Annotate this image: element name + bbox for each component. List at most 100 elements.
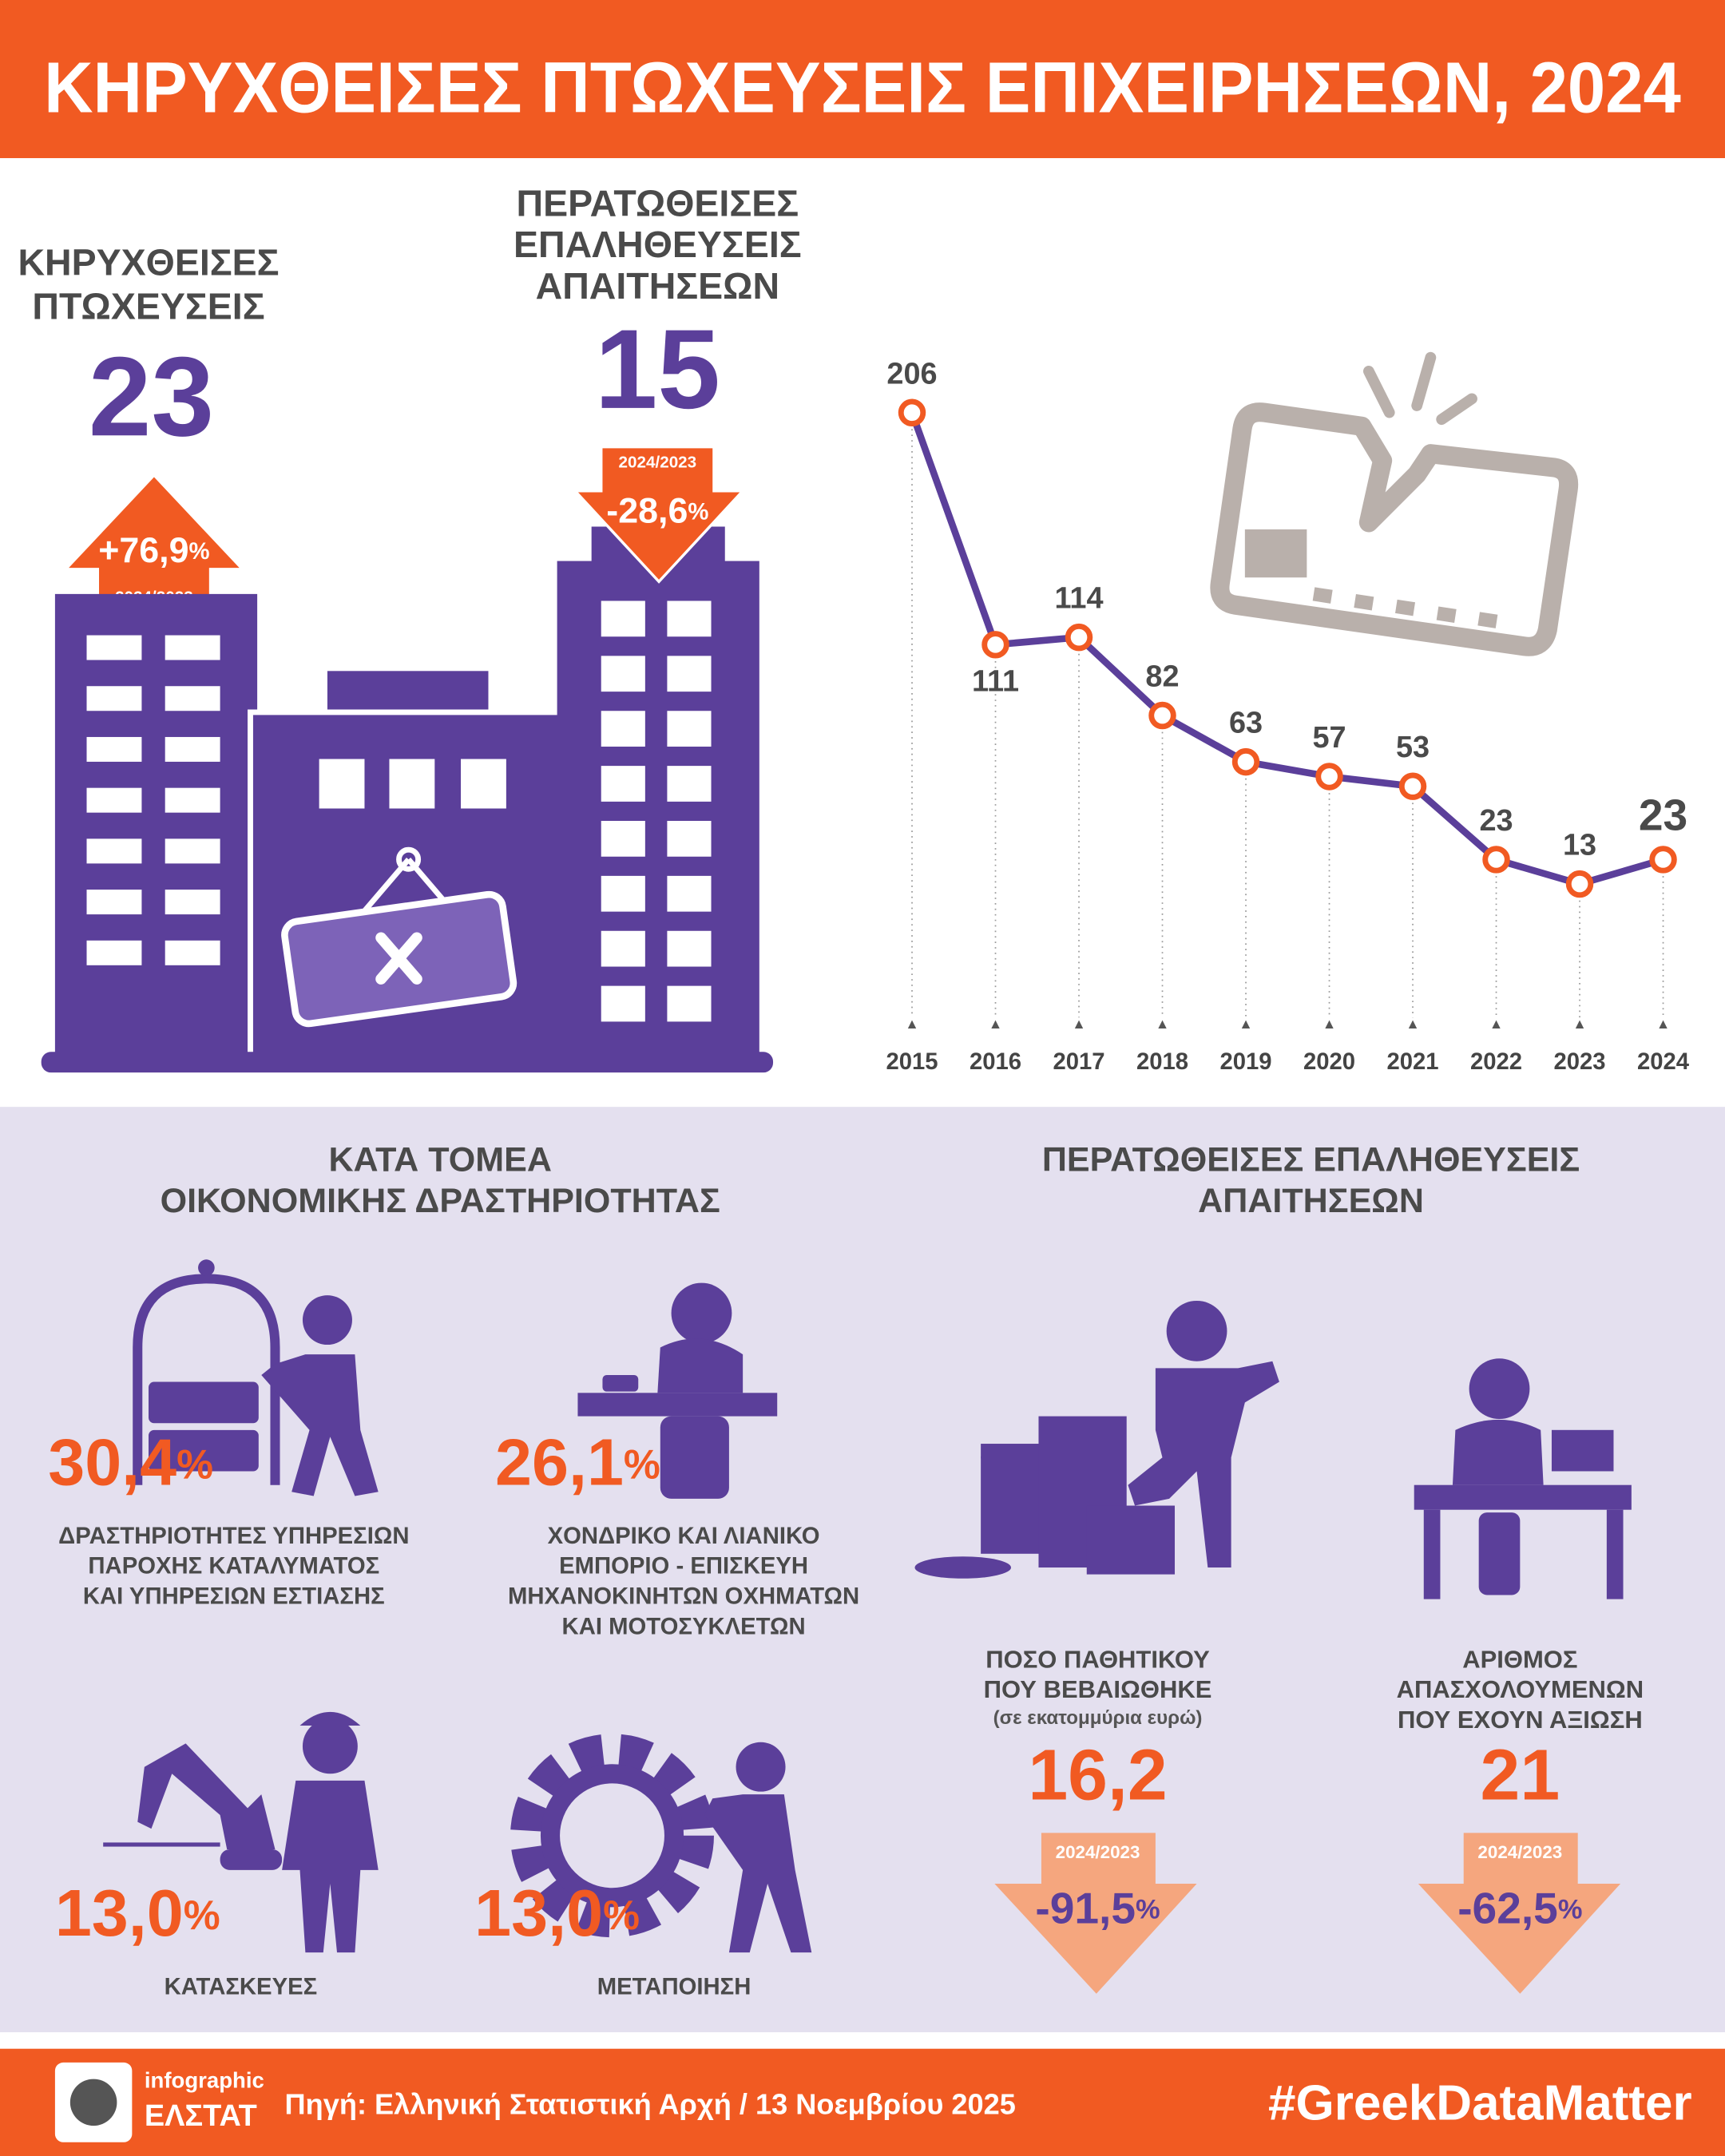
change-unit: %: [1558, 1895, 1583, 1925]
suitcase: [149, 1429, 259, 1472]
data-label: 13: [1563, 829, 1596, 862]
claim-employees: ΑΡΙΘΜΟΣ ΑΠΑΣΧΟΛΟΥΜΕΝΩΝ ΠΟΥ ΕΧΟΥΝ ΑΞΙΩΣΗ …: [1397, 1645, 1644, 1994]
series-line: [908, 411, 1664, 888]
window: [667, 766, 712, 802]
data-label: 23: [1479, 804, 1513, 838]
claim-label: ΑΡΙΘΜΟΣ: [1462, 1645, 1577, 1673]
sector-1: 30,4% ΔΡΑΣΤΗΡΙΟΤΗΤΕΣ ΥΠΗΡΕΣΙΩΝ ΠΑΡΟΧΗΣ Κ…: [48, 1425, 409, 1609]
kpi-label: ΚΗΡΥΧΘΕΙΣΕΣ: [18, 242, 279, 283]
line-chart: 2015 2016 2017 2018 2019 2020 2021 2022 2023 2024…: [886, 357, 1689, 1075]
sector-share: 13,0%: [55, 1876, 220, 1950]
window: [86, 787, 142, 813]
person-body: [1128, 1361, 1279, 1568]
window: [165, 787, 220, 813]
sector-label: ΚΑΤΑΣΚΕΥΕΣ: [165, 1975, 318, 2000]
kpi-change: +76,9%: [98, 530, 209, 570]
window: [165, 940, 220, 965]
point: [1649, 846, 1677, 874]
window: [601, 656, 645, 692]
window: [461, 759, 506, 809]
person-head: [1166, 1300, 1227, 1361]
person-head: [1469, 1358, 1530, 1420]
claim-liabilities: ΠΟΣΟ ΠΑΘΗΤΙΚΟΥ ΠΟΥ ΒΕΒΑΙΩΘΗΚΕ (σε εκατομ…: [984, 1645, 1211, 1994]
tick-triangle: [991, 1020, 1000, 1029]
change-unit: %: [688, 499, 708, 525]
share-value: 13,0: [55, 1876, 184, 1950]
excavator: [137, 1743, 276, 1850]
claims-icons: [914, 1300, 1632, 1599]
share-value: 26,1: [495, 1425, 624, 1499]
desk-leg: [1606, 1509, 1624, 1599]
data-label: 82: [1145, 660, 1179, 694]
kpi-verifications: ΠΕΡΑΤΩΘΕΙΣΕΣ ΕΠΑΛΗΘΕΥΣΕΙΣ ΑΠΑΙΤΗΣΕΩΝ 15: [514, 183, 802, 432]
kpi-value: 15: [595, 306, 720, 432]
window: [86, 635, 142, 660]
x-tick-label: 2023: [1553, 1049, 1605, 1075]
down-arrow: [572, 445, 747, 584]
sector-label: ΔΡΑΣΤΗΡΙΟΤΗΤΕΣ ΥΠΗΡΕΣΙΩΝ: [58, 1524, 409, 1549]
kpi-label: ΠΕΡΑΤΩΘΕΙΣΕΣ: [517, 183, 799, 224]
person-head: [671, 1282, 732, 1344]
down-arrow: [1418, 1833, 1621, 1994]
brand: ΕΛΣΤΑΤ: [145, 2099, 257, 2133]
section-title: ΚΑΤΑ ΤΟΜΕΑ: [328, 1140, 551, 1179]
share-value: 30,4: [48, 1425, 176, 1499]
window: [86, 736, 142, 762]
building: [557, 561, 759, 1059]
point: [1315, 763, 1343, 791]
person-body: [657, 1338, 744, 1393]
trolley-top: [198, 1259, 215, 1276]
x-tick-label: 2017: [1053, 1049, 1104, 1075]
sector-label: ΕΜΠΟΡΙΟ - ΕΠΙΣΚΕΥΗ: [559, 1554, 808, 1579]
tick-triangle: [1325, 1020, 1334, 1029]
chair: [660, 1416, 729, 1499]
ground-line: [103, 1842, 220, 1847]
window: [667, 711, 712, 747]
claim-period: 2024/2023: [1477, 1842, 1562, 1862]
hotel-trolley: [133, 1274, 280, 1485]
data-label: 57: [1312, 721, 1346, 755]
change-value: +76,9: [98, 530, 188, 570]
section-title: ΠΕΡΑΤΩΘΕΙΣΕΣ ΕΠΑΛΗΘΕΥΣΕΙΣ: [1042, 1140, 1580, 1179]
window: [86, 890, 142, 915]
person-head: [736, 1742, 786, 1792]
claim-value: 16,2: [1028, 1735, 1167, 1815]
building: [54, 593, 258, 1059]
share-unit: %: [184, 1892, 220, 1938]
window: [165, 686, 220, 711]
up-arrow: [69, 477, 240, 615]
sign-x: [375, 932, 422, 985]
sector-3: 13,0% ΚΑΤΑΣΚΕΥΕΣ: [55, 1876, 317, 2000]
chair: [1478, 1512, 1521, 1595]
card-chip: [1244, 529, 1307, 578]
point: [898, 398, 926, 426]
kpi-bankruptcies: ΚΗΡΥΧΘΕΙΣΕΣ ΠΤΩΧΕΥΣΕΙΣ 23 +76,9% 2024/20…: [18, 242, 280, 615]
data-label: 63: [1229, 707, 1263, 740]
down-arrow: [994, 1833, 1197, 1994]
window: [165, 838, 220, 864]
window: [667, 930, 712, 967]
point: [1398, 772, 1427, 800]
gear-ring: [540, 1764, 684, 1908]
window: [667, 985, 712, 1022]
kpi-change: -28,6%: [606, 490, 708, 530]
gear: [510, 1734, 714, 1938]
phone: [602, 1374, 639, 1392]
windows: [86, 600, 712, 1022]
crack-lines: [1362, 351, 1477, 426]
coin-stack: [1086, 1505, 1176, 1575]
sector-label: ΠΑΡΟΧΗΣ ΚΑΤΑΛΥΜΑΤΟΣ: [88, 1554, 379, 1579]
sector-label: ΜΕΤΑΠΟΙΗΣΗ: [597, 1975, 751, 2000]
person-head: [302, 1295, 352, 1346]
footer-band: [0, 2048, 1725, 2156]
sector-4: 13,0% ΜΕΤΑΠΟΙΗΣΗ: [474, 1876, 751, 2000]
window: [601, 766, 645, 802]
data-label: 53: [1396, 731, 1430, 764]
point: [1482, 846, 1510, 874]
ground: [41, 1052, 774, 1073]
window: [601, 820, 645, 857]
claim-label: ΑΠΑΣΧΟΛΟΥΜΕΝΩΝ: [1397, 1675, 1644, 1703]
x-tick-label: 2019: [1219, 1049, 1271, 1075]
